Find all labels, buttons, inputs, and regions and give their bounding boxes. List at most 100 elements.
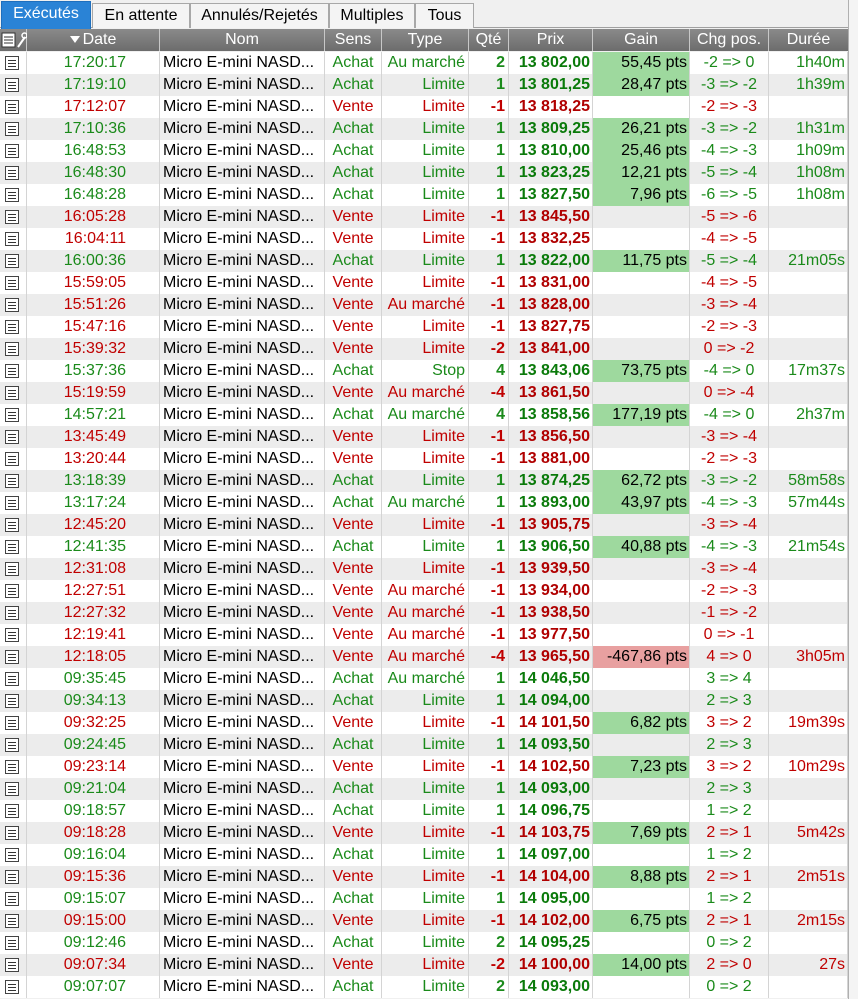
document-icon[interactable] [5,56,19,70]
table-row[interactable]: 09:18:57 Micro E-mini NASD... Achat Limite 1… [0,800,848,822]
document-icon[interactable] [5,430,19,444]
table-row[interactable]: 09:07:07 Micro E-mini NASD... Achat Limite 2… [0,976,848,998]
document-icon[interactable] [5,342,19,356]
table-row[interactable]: 09:16:04 Micro E-mini NASD... Achat Limite 1… [0,844,848,866]
table-row[interactable]: 17:12:07 Micro E-mini NASD... Vente Limite -… [0,96,848,118]
table-row[interactable]: 17:10:36 Micro E-mini NASD... Achat Limite 1… [0,118,848,140]
table-row[interactable]: 16:48:30 Micro E-mini NASD... Achat Limite 1… [0,162,848,184]
header-duree[interactable]: Durée [786,31,831,48]
table-row[interactable]: 12:41:35 Micro E-mini NASD... Achat Limite 1… [0,536,848,558]
table-row[interactable]: 09:32:25 Micro E-mini NASD... Vente Limite -… [0,712,848,734]
document-icon[interactable] [5,936,19,950]
table-row[interactable]: 15:37:36 Micro E-mini NASD... Achat Stop 4 13… [0,360,848,382]
document-icon[interactable] [5,474,19,488]
header-type[interactable]: Type [382,29,469,51]
document-icon[interactable] [5,298,19,312]
tab-en-attente[interactable]: En attente [92,3,190,28]
document-icon[interactable] [5,716,19,730]
header-prix[interactable]: Prix [509,29,593,51]
table-row[interactable]: 17:19:10 Micro E-mini NASD... Achat Limite 1… [0,74,848,96]
table-row[interactable]: 12:18:05 Micro E-mini NASD... Vente Au marc… [0,646,848,668]
table-row[interactable]: 09:23:14 Micro E-mini NASD... Vente Limite -… [0,756,848,778]
document-icon[interactable] [5,518,19,532]
document-icon[interactable] [5,694,19,708]
header-date[interactable]: Date [27,29,160,51]
table-row[interactable]: 09:34:13 Micro E-mini NASD... Achat Limite 1… [0,690,848,712]
table-row[interactable]: 09:18:28 Micro E-mini NASD... Vente Limite -… [0,822,848,844]
table-row[interactable]: 15:47:16 Micro E-mini NASD... Vente Limite -… [0,316,848,338]
header-nom[interactable]: Nom [160,29,325,51]
document-icon[interactable] [5,166,19,180]
table-row[interactable]: 09:07:34 Micro E-mini NASD... Vente Limite -… [0,954,848,976]
table-row[interactable]: 15:19:59 Micro E-mini NASD... Vente Au marc… [0,382,848,404]
table-row[interactable]: 09:12:46 Micro E-mini NASD... Achat Limite 2… [0,932,848,954]
header-chg-pos[interactable]: Chg pos. [690,29,769,51]
document-icon[interactable] [5,606,19,620]
table-row[interactable]: 13:17:24 Micro E-mini NASD... Achat Au marc… [0,492,848,514]
table-row[interactable]: 16:04:11 Micro E-mini NASD... Vente Limite -… [0,228,848,250]
table-row[interactable]: 12:27:51 Micro E-mini NASD... Vente Au marc… [0,580,848,602]
table-row[interactable]: 15:51:26 Micro E-mini NASD... Vente Au marc… [0,294,848,316]
document-icon[interactable] [5,276,19,290]
document-icon[interactable] [5,870,19,884]
table-row[interactable]: 12:45:20 Micro E-mini NASD... Vente Limite -… [0,514,848,536]
document-icon[interactable] [5,188,19,202]
header-sens[interactable]: Sens [325,29,382,51]
document-icon[interactable] [5,914,19,928]
document-icon[interactable] [5,826,19,840]
document-icon[interactable] [5,452,19,466]
document-icon[interactable] [5,672,19,686]
document-icon[interactable] [5,804,19,818]
tab-annules-rejetes[interactable]: Annulés/Rejetés [190,3,329,28]
document-icon[interactable] [5,78,19,92]
table-row[interactable]: 15:39:32 Micro E-mini NASD... Vente Limite -… [0,338,848,360]
document-icon[interactable] [5,980,19,994]
header-qte[interactable]: Qté [469,29,509,51]
document-icon[interactable] [5,210,19,224]
document-icon[interactable] [5,232,19,246]
table-row[interactable]: 09:24:45 Micro E-mini NASD... Achat Limite 1… [0,734,848,756]
document-icon[interactable] [5,848,19,862]
table-row[interactable]: 09:15:00 Micro E-mini NASD... Vente Limite -… [0,910,848,932]
table-row[interactable]: 09:35:45 Micro E-mini NASD... Achat Au marc… [0,668,848,690]
scrollbar[interactable] [848,0,858,999]
document-icon[interactable] [5,254,19,268]
table-row[interactable]: 14:57:21 Micro E-mini NASD... Achat Au marc… [0,404,848,426]
document-icon[interactable] [5,364,19,378]
table-row[interactable]: 12:27:32 Micro E-mini NASD... Vente Au marc… [0,602,848,624]
table-row[interactable]: 12:31:08 Micro E-mini NASD... Vente Limite -… [0,558,848,580]
table-row[interactable]: 13:20:44 Micro E-mini NASD... Vente Limite -… [0,448,848,470]
table-row[interactable]: 13:18:39 Micro E-mini NASD... Achat Limite 1… [0,470,848,492]
document-icon[interactable] [5,408,19,422]
document-icon[interactable] [5,782,19,796]
table-row[interactable]: 16:48:28 Micro E-mini NASD... Achat Limite 1… [0,184,848,206]
document-icon[interactable] [5,144,19,158]
document-icon[interactable] [5,738,19,752]
table-row[interactable]: 13:45:49 Micro E-mini NASD... Vente Limite -… [0,426,848,448]
tab-tous[interactable]: Tous [415,3,474,28]
table-row[interactable]: 12:19:41 Micro E-mini NASD... Vente Au marc… [0,624,848,646]
document-icon[interactable] [5,958,19,972]
table-row[interactable]: 16:05:28 Micro E-mini NASD... Vente Limite -… [0,206,848,228]
document-icon[interactable] [1,32,16,48]
wrench-icon[interactable] [17,32,28,48]
document-icon[interactable] [5,628,19,642]
tab-executes[interactable]: Exécutés [1,1,91,29]
table-row[interactable]: 09:15:07 Micro E-mini NASD... Achat Limite 1… [0,888,848,910]
header-gain[interactable]: Gain [593,29,690,51]
document-icon[interactable] [5,496,19,510]
document-icon[interactable] [5,386,19,400]
table-row[interactable]: 09:21:04 Micro E-mini NASD... Achat Limite 1… [0,778,848,800]
table-row[interactable]: 16:48:53 Micro E-mini NASD... Achat Limite 1… [0,140,848,162]
document-icon[interactable] [5,892,19,906]
document-icon[interactable] [5,320,19,334]
table-row[interactable]: 16:00:36 Micro E-mini NASD... Achat Limite 1… [0,250,848,272]
table-row[interactable]: 15:59:05 Micro E-mini NASD... Vente Limite -… [0,272,848,294]
document-icon[interactable] [5,540,19,554]
table-row[interactable]: 17:20:17 Micro E-mini NASD... Achat Au marc… [0,52,848,74]
document-icon[interactable] [5,100,19,114]
document-icon[interactable] [5,650,19,664]
tab-multiples[interactable]: Multiples [329,3,415,28]
document-icon[interactable] [5,122,19,136]
table-row[interactable]: 09:15:36 Micro E-mini NASD... Vente Limite -… [0,866,848,888]
